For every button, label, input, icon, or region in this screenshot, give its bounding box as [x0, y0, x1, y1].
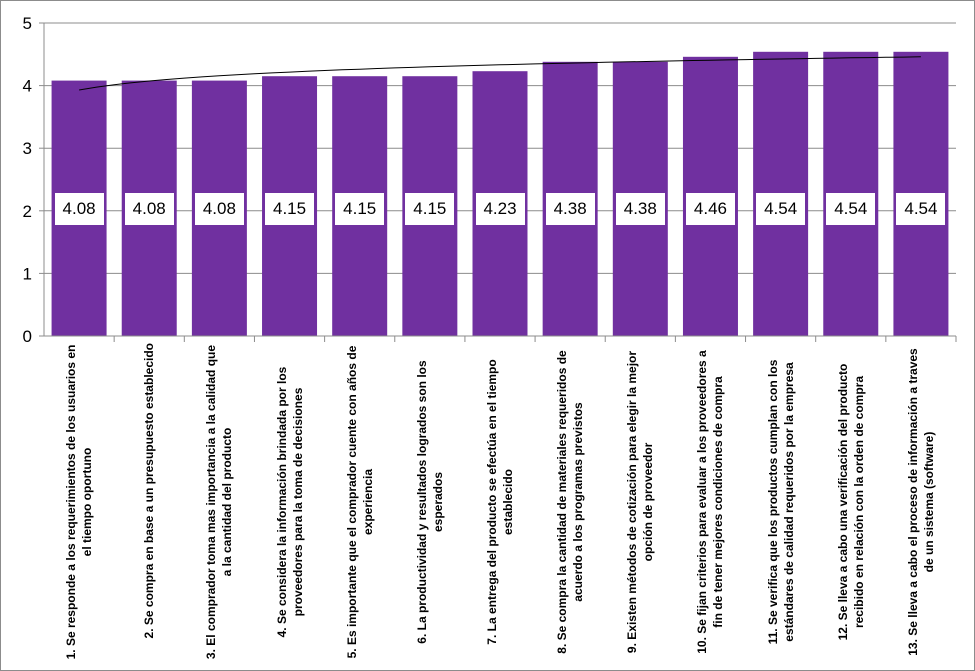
- x-tick-label: 12. Se lleva a cabo una verificación del…: [818, 343, 884, 663]
- data-label: 4.08: [194, 192, 244, 225]
- category-label: 5. Es importante que el comprador cuente…: [344, 345, 375, 659]
- x-tick-label: 5. Es importante que el comprador cuente…: [327, 343, 393, 663]
- data-label: 4.54: [896, 192, 946, 225]
- data-label: 4.46: [685, 192, 735, 225]
- data-label: 4.15: [265, 192, 315, 225]
- y-tick-label: 3: [23, 139, 32, 158]
- data-label: 4.15: [405, 192, 455, 225]
- x-tick-label: 1. Se responde a los requerimientos de l…: [46, 343, 112, 663]
- x-tick-label: 10. Se fijan criterios para evaluar a lo…: [677, 343, 743, 663]
- trendline: [79, 56, 921, 91]
- category-label: 11. Se verifica que los productos cumpla…: [765, 359, 796, 645]
- x-tick-label: 6. La productividad y resultados logrado…: [397, 343, 463, 663]
- category-label: 7. La entrega del producto se efectúa en…: [485, 359, 515, 645]
- x-tick-label: 13. Se lleva a cabo el proceso de inform…: [888, 343, 954, 663]
- x-tick-label: 8. Se compra la cantidad de materiales r…: [537, 343, 603, 663]
- x-tick-label: 11. Se verifica que los productos cumpla…: [748, 343, 814, 663]
- data-label: 4.15: [335, 192, 385, 225]
- x-tick-label: 7. La entrega del producto se efectúa en…: [467, 343, 533, 663]
- category-label: 9. Existen métodos de cotización para el…: [625, 350, 656, 654]
- y-tick-label: 2: [23, 202, 32, 221]
- x-tick-label: 4. Se considera la información brindada …: [257, 343, 323, 663]
- y-tick-label: 1: [23, 264, 32, 283]
- category-label: 1. Se responde a los requerimientos de l…: [64, 344, 95, 660]
- x-tick-label: 9. Existen métodos de cotización para el…: [607, 343, 673, 663]
- category-label: 13. Se lleva a cabo el proceso de inform…: [905, 348, 936, 656]
- category-label: 8. Se compra la cantidad de materiales r…: [555, 350, 586, 654]
- data-label: 4.08: [124, 192, 174, 225]
- category-label: 3. El comprador toma mas importancia a l…: [204, 344, 235, 660]
- category-label: 6. La productividad y resultados logrado…: [414, 360, 445, 644]
- category-label: 12. Se lleva a cabo una verificación del…: [835, 363, 866, 641]
- category-label: 10. Se fijan criterios para evaluar a lo…: [695, 350, 726, 654]
- data-label: 4.08: [54, 192, 104, 225]
- y-tick-label: 4: [23, 77, 32, 96]
- category-label: 4. Se considera la información brindada …: [274, 366, 305, 638]
- category-label: 2. Se compra en base a un presupuesto es…: [142, 343, 157, 639]
- y-tick-label: 5: [23, 14, 32, 33]
- data-label: 4.23: [475, 192, 525, 225]
- data-label: 4.54: [756, 192, 806, 225]
- x-tick-label: 3. El comprador toma mas importancia a l…: [186, 343, 252, 663]
- data-label: 4.38: [545, 192, 595, 225]
- data-label: 4.54: [826, 192, 876, 225]
- y-tick-label: 0: [23, 327, 32, 346]
- x-tick-label: 2. Se compra en base a un presupuesto es…: [116, 343, 182, 663]
- data-label: 4.38: [615, 192, 665, 225]
